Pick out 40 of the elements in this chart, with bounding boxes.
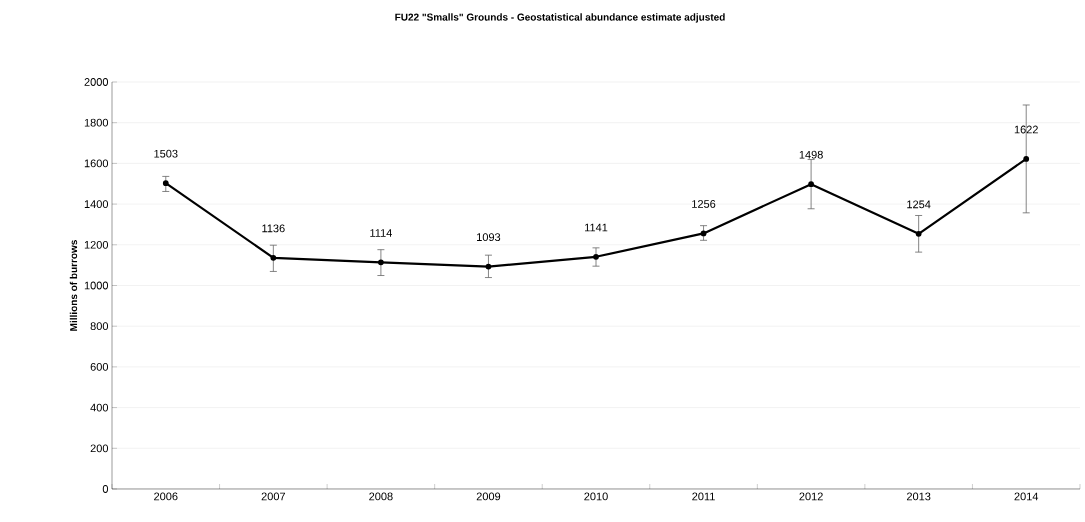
x-tick-label: 2008	[369, 492, 393, 501]
data-label: 1503	[154, 149, 178, 158]
y-tick-label: 200	[90, 444, 109, 453]
y-tick-label: 600	[90, 363, 109, 371]
data-label: 1114	[370, 229, 392, 237]
point	[162, 180, 169, 187]
data-label: 1141	[585, 223, 608, 232]
y-tick-label: 1200	[84, 240, 109, 249]
data-label: 1136	[262, 224, 285, 233]
x-tick-label: 2014	[1014, 492, 1039, 501]
point	[270, 254, 277, 261]
data-label: 1254	[907, 200, 931, 209]
y-tick-label: 400	[90, 403, 109, 412]
point	[485, 263, 492, 270]
x-tick-label: 2013	[906, 492, 931, 501]
y-tick-label: 1400	[84, 200, 109, 208]
y-tick-label: 1800	[84, 118, 109, 127]
y-tick-label: 0	[102, 485, 109, 493]
chart-title: FU22 "Smalls" Grounds - Geostatistical abundance estimate adjusted	[395, 13, 725, 23]
point	[700, 230, 707, 237]
y-tick-label: 800	[90, 322, 109, 331]
x-tick-label: 2010	[584, 492, 608, 501]
x-tick-label: 2006	[154, 492, 178, 501]
data-label: 1256	[692, 200, 716, 208]
data-label: 1622	[1014, 125, 1038, 134]
y-tick-label: 1600	[84, 159, 109, 168]
x-tick-label: 2011	[692, 492, 715, 501]
data-label: 1093	[477, 233, 501, 242]
y-axis-title: Millions of burrows	[69, 240, 78, 331]
y-tick-label: 1000	[84, 281, 109, 290]
data-label: 1498	[799, 150, 823, 159]
point	[808, 181, 815, 188]
x-tick-label: 2009	[476, 492, 501, 501]
point	[915, 230, 922, 237]
x-tick-label: 2007	[261, 492, 286, 501]
point	[378, 259, 384, 266]
y-tick-label: 2000	[84, 78, 109, 86]
point	[1023, 156, 1030, 162]
x-tick-label: 2012	[799, 492, 823, 501]
point	[593, 253, 599, 260]
